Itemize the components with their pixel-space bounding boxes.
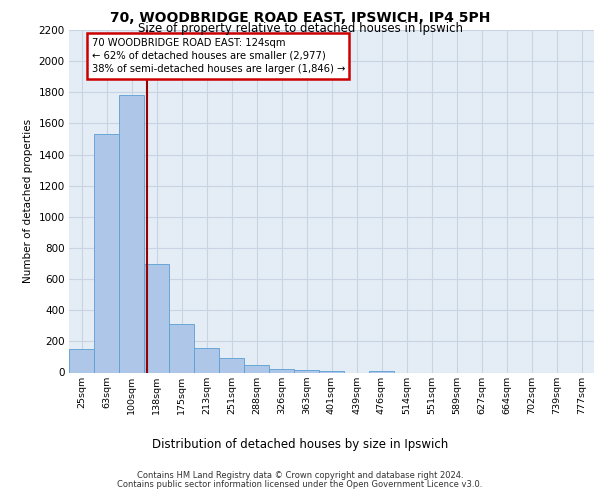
Bar: [119, 96, 144, 372]
Text: 70, WOODBRIDGE ROAD EAST, IPSWICH, IP4 5PH: 70, WOODBRIDGE ROAD EAST, IPSWICH, IP4 5…: [110, 11, 490, 25]
Text: Size of property relative to detached houses in Ipswich: Size of property relative to detached ho…: [137, 22, 463, 35]
Text: Distribution of detached houses by size in Ipswich: Distribution of detached houses by size …: [152, 438, 448, 451]
Text: Contains HM Land Registry data © Crown copyright and database right 2024.: Contains HM Land Registry data © Crown c…: [137, 471, 463, 480]
Bar: [169, 324, 194, 372]
Bar: [244, 366, 269, 372]
Bar: [144, 264, 169, 372]
Text: Contains public sector information licensed under the Open Government Licence v3: Contains public sector information licen…: [118, 480, 482, 489]
Y-axis label: Number of detached properties: Number of detached properties: [23, 119, 33, 284]
Bar: [94, 134, 119, 372]
Bar: [319, 371, 344, 372]
Bar: [294, 370, 319, 372]
Text: 70 WOODBRIDGE ROAD EAST: 124sqm
← 62% of detached houses are smaller (2,977)
38%: 70 WOODBRIDGE ROAD EAST: 124sqm ← 62% of…: [91, 38, 345, 74]
Bar: [69, 349, 94, 372]
Bar: [194, 348, 219, 372]
Bar: [369, 371, 394, 372]
Bar: [219, 358, 244, 372]
Bar: [269, 370, 294, 372]
